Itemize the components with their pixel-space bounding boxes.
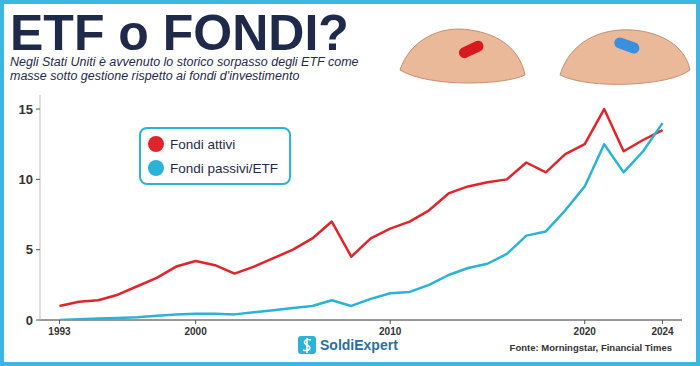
- logo-icon: [298, 336, 316, 354]
- logo-text: SoldiExpert: [320, 337, 398, 353]
- red-pill: [457, 39, 485, 60]
- x-tick-label: 1993: [48, 326, 71, 337]
- subtitle: Negli Stati Uniti è avvenuto lo storico …: [10, 55, 359, 83]
- y-tick-label: 5: [26, 242, 33, 257]
- y-tick-label: 0: [26, 313, 33, 328]
- x-axis: [40, 320, 682, 321]
- hand-left: [400, 29, 525, 83]
- legend-swatch: [148, 160, 164, 176]
- x-tick: [59, 320, 60, 324]
- title: ETF o FONDI?: [10, 5, 349, 61]
- chart: ETF o FONDI?Negli Stati Uniti è avvenuto…: [0, 0, 700, 366]
- x-tick: [584, 320, 585, 324]
- x-tick: [195, 320, 196, 324]
- y-axis: [40, 95, 41, 320]
- x-tick-label: 2010: [379, 326, 402, 337]
- x-tick: [390, 320, 391, 324]
- plot-area: [59, 109, 662, 320]
- x-tick-label: 2024: [651, 326, 674, 337]
- hand-right: [560, 30, 690, 85]
- y-tick-label: 15: [19, 102, 33, 117]
- logo: SoldiExpert: [298, 336, 398, 354]
- source: Fonte: Morningstar, Financial Times: [510, 342, 672, 353]
- x-tick-label: 2000: [185, 326, 208, 337]
- y-tick-label: 10: [19, 172, 33, 187]
- frame: [2, 2, 698, 364]
- subtitle-group: Negli Stati Uniti è avvenuto lo storico …: [10, 55, 359, 83]
- series-line: [59, 123, 662, 320]
- legend-label: Fondi passivi/ETF: [170, 161, 278, 176]
- x-tick-label: 2020: [574, 326, 597, 337]
- legend-label: Fondi attivi: [170, 137, 235, 152]
- legend: Fondi attivi Fondi passivi/ETF: [140, 128, 290, 184]
- logo-symbol: [303, 338, 311, 353]
- y-tick: [36, 320, 40, 321]
- series-line: [59, 109, 662, 306]
- legend-swatch: [148, 136, 164, 152]
- background: [0, 0, 700, 366]
- y-tick: [36, 249, 40, 250]
- x-tick: [662, 320, 663, 324]
- hands-illustration: [400, 29, 690, 84]
- blue-pill: [613, 36, 641, 55]
- legend-box: [140, 128, 290, 184]
- y-tick: [36, 109, 40, 110]
- y-tick: [36, 179, 40, 180]
